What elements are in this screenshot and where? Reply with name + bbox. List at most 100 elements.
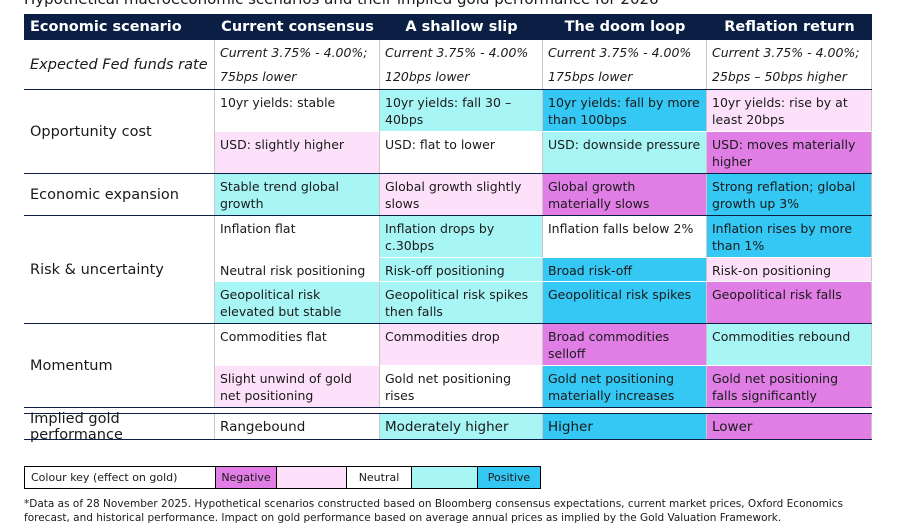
cell-text: Rangebound bbox=[220, 419, 306, 435]
header-cell: The doom loop bbox=[543, 14, 707, 40]
cell-text: Geopolitical risk spikes then falls bbox=[385, 287, 529, 319]
cell: Neutral risk positioning bbox=[215, 258, 380, 282]
cell-text: Stable trend global growth bbox=[220, 179, 339, 211]
header-cell: Reflation return bbox=[707, 14, 872, 40]
row-label: Economic expansion bbox=[24, 174, 215, 216]
key-title: Colour key (effect on gold) bbox=[24, 466, 216, 489]
header-cell: A shallow slip bbox=[380, 14, 543, 40]
row-label: Opportunity cost bbox=[24, 90, 215, 174]
cell-text: Global growth materially slows bbox=[548, 179, 650, 211]
separator bbox=[24, 215, 872, 216]
cell: Broad commodities selloff bbox=[543, 324, 707, 366]
cell-text: Gold net positioning materially increase… bbox=[548, 371, 675, 403]
cell-text: Global growth slightly slows bbox=[385, 179, 522, 211]
row-label-text: Risk & uncertainty bbox=[30, 262, 164, 278]
cell-text: Slight unwind of gold net positioning bbox=[220, 371, 352, 403]
cell: Broad risk-off positioning bbox=[543, 258, 707, 295]
row-label-text: Expected Fed funds rate bbox=[30, 57, 208, 73]
cell: USD: slightly higher bbox=[215, 132, 380, 174]
cell-text: Geopolitical risk spikes bbox=[548, 287, 692, 302]
cell: Geopolitical risk spikes then falls bbox=[380, 282, 543, 324]
cell: Risk-off positioning bbox=[380, 258, 543, 282]
cell: Geopolitical risk elevated but stable bbox=[215, 282, 380, 324]
cell: Commodities rebound bbox=[707, 324, 872, 366]
key-swatch bbox=[412, 466, 478, 489]
key-swatch: Positive bbox=[478, 466, 541, 489]
cell: Global growth slightly slows bbox=[380, 174, 543, 216]
header-cell: Economic scenario bbox=[24, 14, 215, 40]
key-swatch: Negative bbox=[216, 466, 277, 489]
cell-text: Risk-on positioning bbox=[712, 263, 832, 278]
cell: Higher bbox=[543, 414, 707, 440]
cell-text: Inflation rises by more than 1% bbox=[712, 221, 853, 253]
cell-line: 25bps – 50bps higher bbox=[712, 69, 847, 84]
row-label: Implied gold performance bbox=[24, 411, 215, 443]
cell-text: Commodities drop bbox=[385, 329, 500, 344]
cell-text: 10yr yields: rise by at least 20bps bbox=[712, 95, 848, 127]
cell: Rangebound bbox=[215, 414, 380, 440]
cell: 10yr yields: fall by more than 100bps bbox=[543, 90, 707, 132]
cell-text: Inflation falls below 2% bbox=[548, 221, 694, 236]
cell: Current 3.75% - 4.00% 120bps lower bbox=[380, 40, 543, 90]
cell: USD: moves materially higher bbox=[707, 132, 872, 174]
cell: Gold net positioning rises bbox=[380, 366, 543, 408]
cell: Geopolitical risk spikes bbox=[543, 282, 707, 324]
separator bbox=[24, 89, 872, 90]
cell-text: Higher bbox=[548, 419, 593, 435]
cell: USD: flat to lower bbox=[380, 132, 543, 174]
cell-text: USD: flat to lower bbox=[385, 137, 495, 152]
cell: Inflation falls below 2% bbox=[543, 216, 707, 258]
row-label-text: Momentum bbox=[30, 358, 113, 374]
cell: Moderately higher bbox=[380, 414, 543, 440]
separator bbox=[24, 413, 872, 414]
cell-text: Inflation drops by c.30bps bbox=[385, 221, 495, 253]
cell-text: USD: slightly higher bbox=[220, 137, 345, 152]
cell: Geopolitical risk falls bbox=[707, 282, 872, 324]
row-label-text: Opportunity cost bbox=[30, 124, 152, 140]
cell: Lower bbox=[707, 414, 872, 440]
cell: USD: downside pressure bbox=[543, 132, 707, 174]
row-label: Momentum bbox=[24, 324, 215, 408]
cell-text: 10yr yields: fall by more than 100bps bbox=[548, 95, 700, 127]
cell-text: 10yr yields: stable bbox=[220, 95, 336, 110]
title: Hypothetical macroeconomic scenarios and… bbox=[24, 0, 659, 8]
cell-text: Lower bbox=[712, 419, 753, 435]
header-cell: Current consensus bbox=[215, 14, 380, 40]
cell-text: Strong reflation; global growth up 3% bbox=[712, 179, 856, 211]
cell-line: Current 3.75% - 4.00%; bbox=[220, 45, 368, 60]
cell: 10yr yields: stable bbox=[215, 90, 380, 132]
key-swatch bbox=[277, 466, 347, 489]
cell-text: 10yr yields: fall 30 – 40bps bbox=[385, 95, 512, 127]
cell-text: Broad commodities selloff bbox=[548, 329, 670, 361]
cell-line: 175bps lower bbox=[548, 69, 633, 84]
cell: Current 3.75% - 4.00%; 25bps – 50bps high… bbox=[707, 40, 872, 90]
cell: Inflation flat bbox=[215, 216, 380, 258]
cell-text: Risk-off positioning bbox=[385, 263, 505, 278]
footnote: *Data as of 28 November 2025. Hypothetic… bbox=[24, 498, 843, 524]
cell-text: Moderately higher bbox=[385, 419, 509, 435]
cell-text: USD: moves materially higher bbox=[712, 137, 856, 169]
cell: Gold net positioning falls significantly bbox=[707, 366, 872, 408]
separator bbox=[24, 439, 872, 440]
cell: 10yr yields: rise by at least 20bps bbox=[707, 90, 872, 132]
cell-text: Commodities rebound bbox=[712, 329, 851, 344]
separator bbox=[24, 173, 872, 174]
cell: Current 3.75% - 4.00% 175bps lower bbox=[543, 40, 707, 90]
cell: Stable trend global growth bbox=[215, 174, 380, 216]
cell-text: Geopolitical risk elevated but stable bbox=[220, 287, 342, 319]
cell: Inflation rises by more than 1% bbox=[707, 216, 872, 258]
separator bbox=[24, 323, 872, 324]
cell: Commodities drop bbox=[380, 324, 543, 366]
cell-line: Current 3.75% - 4.00% bbox=[385, 45, 529, 60]
cell-text: USD: downside pressure bbox=[548, 137, 701, 152]
cell: Risk-on positioning bbox=[707, 258, 872, 282]
cell-line: Current 3.75% - 4.00%; bbox=[712, 45, 860, 60]
cell: 10yr yields: fall 30 – 40bps bbox=[380, 90, 543, 132]
cell-text: Inflation flat bbox=[220, 221, 296, 236]
cell: Gold net positioning materially increase… bbox=[543, 366, 707, 408]
cell-line: Current 3.75% - 4.00% bbox=[548, 45, 692, 60]
cell-line: 75bps lower bbox=[220, 69, 297, 84]
cell: Current 3.75% - 4.00%; 75bps lower bbox=[215, 40, 380, 90]
cell-line: 120bps lower bbox=[385, 69, 470, 84]
